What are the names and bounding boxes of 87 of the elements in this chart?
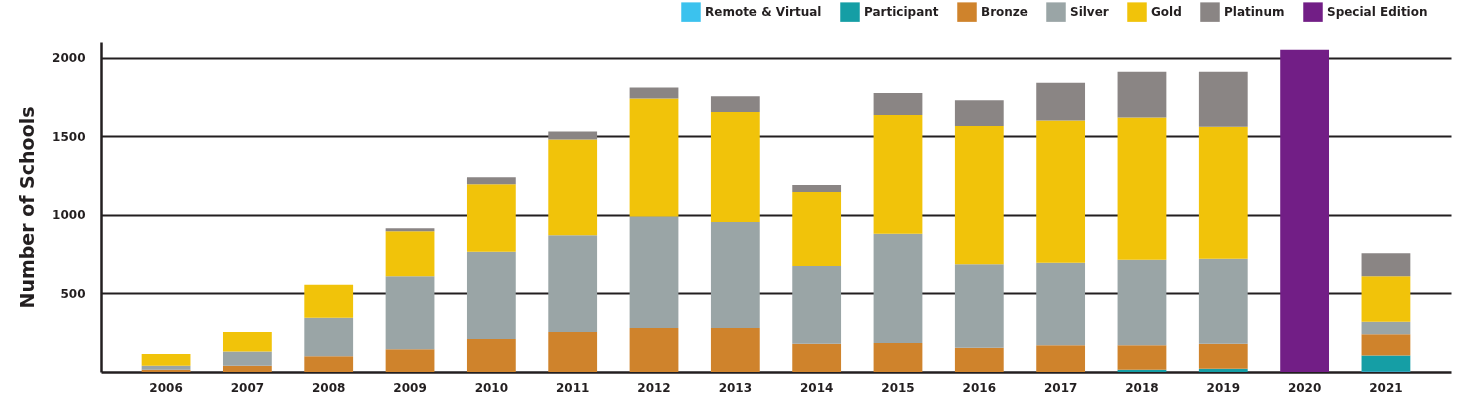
bar: [222, 331, 272, 352]
y-tick-label: 1500: [52, 129, 86, 144]
bar: [954, 347, 1004, 372]
bar: [1117, 345, 1167, 370]
legend-label: Silver: [1070, 5, 1109, 20]
x-tick-label: 2020: [1287, 380, 1322, 395]
bar: [792, 185, 842, 193]
x-tick-label: 2012: [637, 380, 671, 395]
bar: [1117, 117, 1167, 260]
bar: [1198, 71, 1248, 127]
bar: [710, 111, 760, 222]
bar: [1361, 355, 1411, 372]
bar: [385, 228, 435, 232]
bar: [141, 353, 191, 366]
bar: [629, 87, 679, 99]
bar: [1117, 71, 1167, 118]
bar: [792, 265, 842, 344]
bar: [466, 251, 516, 339]
bar: [629, 328, 679, 372]
bar: [1361, 321, 1411, 335]
y-tick-label: 1000: [52, 208, 86, 223]
bar: [954, 100, 1004, 127]
bar: [1198, 368, 1248, 372]
legend-label: Platinum: [1224, 5, 1285, 20]
bar: [385, 276, 435, 350]
x-tick-label: 2009: [393, 380, 427, 395]
bar: [1198, 126, 1248, 259]
x-tick-label: 2019: [1206, 380, 1240, 395]
bar: [629, 216, 679, 328]
bar: [222, 351, 272, 366]
bar: [873, 233, 923, 343]
x-tick-label: 2011: [555, 380, 590, 395]
bar: [1198, 258, 1248, 344]
bar: [1117, 259, 1167, 346]
x-tick-label: 2014: [799, 380, 834, 395]
legend-label: Special Edition: [1327, 5, 1428, 20]
y-tick-label: 2000: [52, 51, 86, 66]
bar: [1036, 262, 1086, 346]
bar: [466, 177, 516, 185]
x-tick-label: 2015: [881, 380, 915, 395]
x-tick-label: 2021: [1369, 380, 1403, 395]
x-tick-label: 2016: [962, 380, 997, 395]
bar: [792, 343, 842, 372]
x-tick-label: 2013: [718, 380, 753, 395]
bar: [1036, 82, 1086, 121]
bar: [873, 93, 923, 116]
x-tick-label: 2008: [312, 380, 346, 395]
bar: [141, 365, 191, 370]
bar: [873, 342, 923, 372]
y-axis-title: Number of Schools: [16, 106, 39, 309]
bar: [629, 98, 679, 217]
bar: [304, 356, 354, 372]
bar: [954, 126, 1004, 265]
bar: [222, 365, 272, 372]
bar: [873, 115, 923, 234]
x-tick-label: 2010: [474, 380, 509, 395]
x-tick-label: 2017: [1043, 380, 1078, 395]
bar: [710, 328, 760, 372]
bar: [710, 96, 760, 112]
bar: [710, 221, 760, 328]
bar: [1280, 49, 1330, 372]
legend-label: Gold: [1151, 5, 1182, 20]
bar: [385, 231, 435, 277]
x-tick-label: 2018: [1125, 380, 1159, 395]
bar: [548, 139, 598, 236]
bar: [1198, 343, 1248, 369]
legend-label: Bronze: [981, 5, 1028, 20]
y-tick-label: 500: [60, 286, 86, 301]
bar: [954, 264, 1004, 348]
bar: [385, 349, 435, 372]
bar: [466, 184, 516, 252]
legend-label: Remote & Virtual: [705, 5, 822, 20]
legend-label: Participant: [864, 5, 939, 20]
bar: [1036, 345, 1086, 372]
x-tick-label: 2006: [149, 380, 183, 395]
bar: [1036, 120, 1086, 263]
bar: [548, 235, 598, 332]
x-tick-label: 2007: [230, 380, 265, 395]
bar: [466, 339, 516, 372]
bar: [548, 131, 598, 140]
bar: [304, 317, 354, 357]
bar: [1361, 253, 1411, 277]
bar: [548, 331, 598, 372]
bar: [1361, 334, 1411, 356]
bar: [304, 284, 354, 318]
bar: [1361, 276, 1411, 322]
bar: [792, 192, 842, 266]
